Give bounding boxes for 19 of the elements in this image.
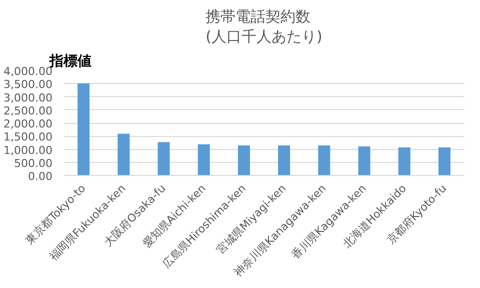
bar [158,142,170,176]
y-tick-label: 500.00 [14,156,53,170]
y-tick-label: 0.00 [28,170,53,183]
y-tick-label: 3,500.00 [4,78,52,92]
bar [78,83,90,176]
chart-title: 携帯電話契約数 (人口千人あたり) [206,8,322,46]
bar [278,145,290,176]
y-tick-label: 3,000.00 [4,91,52,104]
bar [198,144,210,176]
bar [398,147,410,176]
y-tick-label: 1,000.00 [4,144,52,157]
y-tick-label: 1,500.00 [4,130,52,144]
bar [118,134,130,176]
y-tick-label: 2,000.00 [4,118,52,130]
bar [358,146,370,176]
bar [238,145,250,176]
bar [318,145,330,176]
bar [438,147,450,176]
y-tick-label: 2,500.00 [4,104,52,118]
